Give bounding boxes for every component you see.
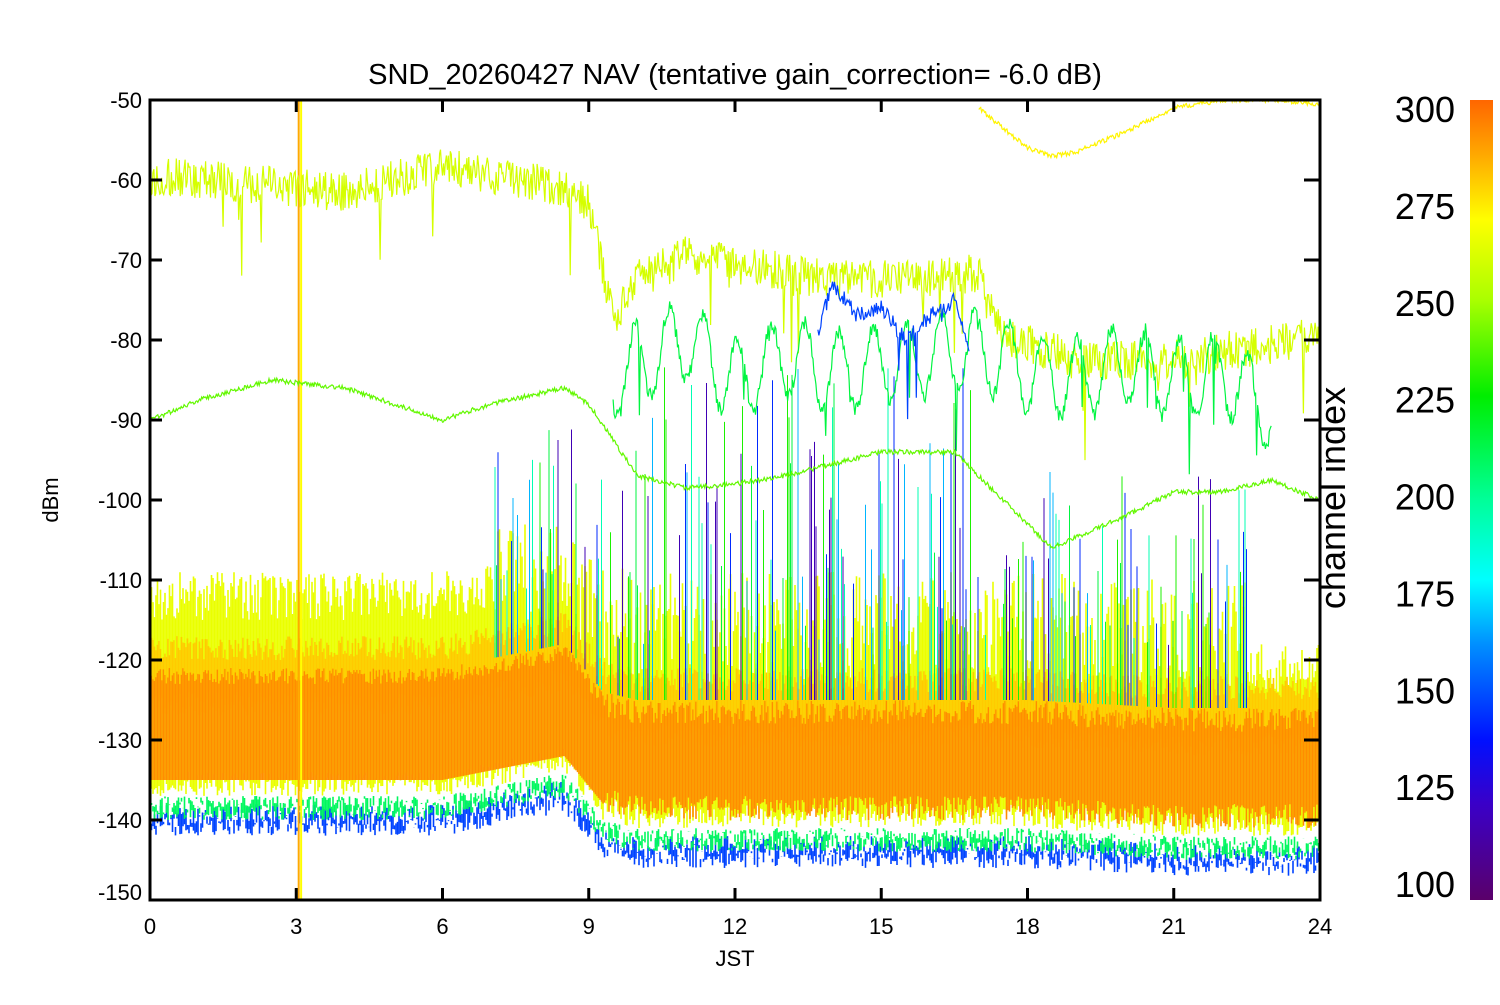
colorbar-tick-label: 150 (1395, 670, 1455, 711)
colorbar (1470, 100, 1493, 900)
series-line-215 (612, 301, 1272, 475)
axis-ticks: 0 3 6 9 12 15 18 21 24 -50 -60 -70 -80 -90 -100 -110 -12… (98, 88, 1332, 939)
chart-title: SND_20260427 NAV (tentative gain_correct… (368, 59, 1102, 91)
y-tick-label: -90 (110, 408, 142, 433)
x-tick-label: 12 (723, 914, 747, 939)
colorbar-tick-label: 125 (1395, 767, 1455, 808)
colorbar-tick-label: 225 (1395, 380, 1455, 421)
y-tick-label: -150 (98, 880, 142, 905)
colorbar-tick-label: 100 (1395, 864, 1455, 905)
x-tick-label: 18 (1015, 914, 1039, 939)
colorbar-tick-label: 250 (1395, 283, 1455, 324)
series-line-272 (978, 100, 1320, 160)
y-tick-label: -110 (100, 568, 142, 593)
y-tick-label: -100 (98, 488, 142, 513)
x-axis-label: JST (715, 946, 754, 971)
x-tick-label: 9 (583, 914, 595, 939)
colorbar-ticks: 300 275 250 225 200 175 150 125 100 (1395, 89, 1455, 905)
y-axis-label: dBm (38, 477, 63, 522)
x-tick-label: 15 (869, 914, 893, 939)
colorbar-tick-label: 175 (1395, 573, 1455, 614)
colorbar-tick-label: 200 (1395, 477, 1455, 518)
x-tick-label: 6 (436, 914, 448, 939)
series-line-150 (817, 281, 970, 420)
x-tick-label: 3 (290, 914, 302, 939)
series-line-260 (150, 149, 1320, 461)
colorbar-tick-label: 275 (1395, 186, 1455, 227)
y-tick-label: -130 (98, 728, 142, 753)
y-tick-label: -140 (98, 808, 142, 833)
x-tick-label: 21 (1162, 914, 1186, 939)
colorbar-label: channel index (1312, 387, 1353, 609)
noise-floor-band (150, 367, 1320, 876)
y-tick-label: -120 (98, 648, 142, 673)
y-tick-label: -70 (110, 248, 142, 273)
x-tick-label: 24 (1308, 914, 1332, 939)
y-tick-label: -80 (110, 328, 142, 353)
y-tick-label: -50 (110, 88, 142, 113)
colorbar-tick-label: 300 (1395, 89, 1455, 130)
series-line-240 (150, 376, 1320, 549)
plot-marks (150, 100, 1320, 900)
y-tick-label: -60 (110, 168, 142, 193)
x-tick-label: 0 (144, 914, 156, 939)
